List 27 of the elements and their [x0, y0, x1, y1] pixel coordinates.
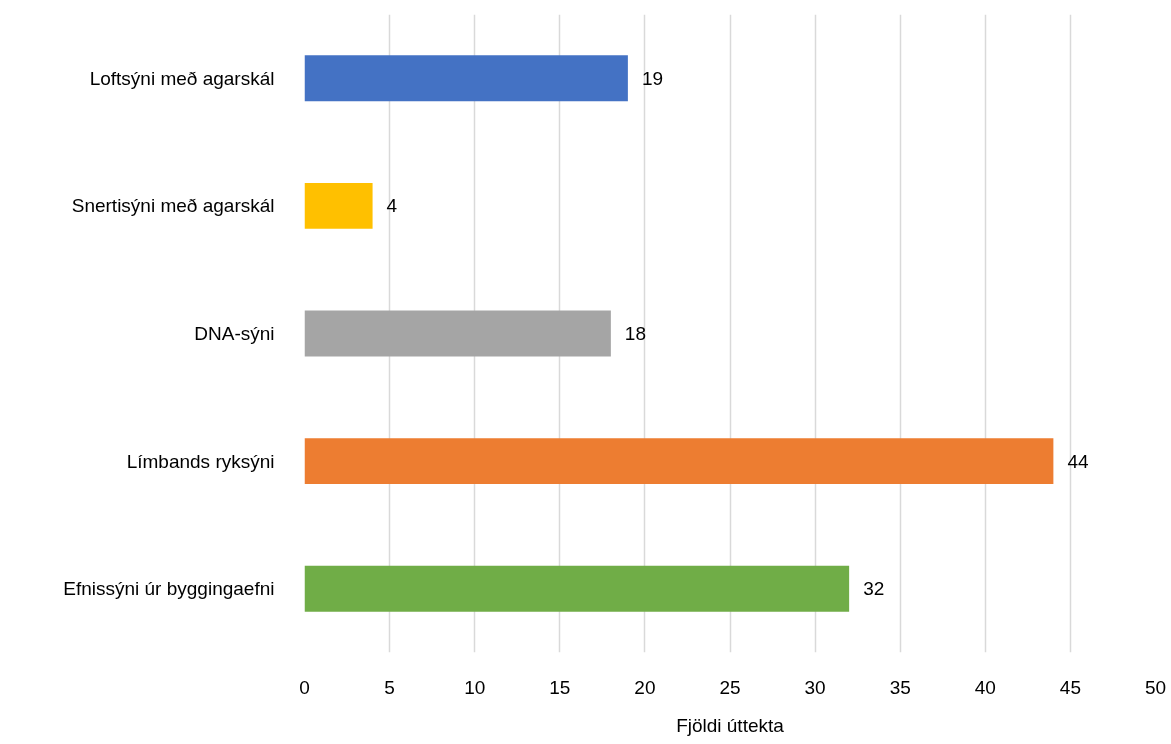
data-label: 18: [624, 323, 646, 344]
data-label: 32: [863, 578, 885, 600]
y-tick-label: Snertisýni með agarskál: [71, 195, 275, 217]
x-tick-label: 20: [634, 676, 656, 698]
x-tick-label: 30: [804, 676, 826, 698]
bar: [304, 310, 611, 357]
bar: [304, 182, 373, 229]
x-tick-label: 15: [549, 676, 571, 698]
x-tick-label: 5: [384, 676, 395, 698]
y-tick-label: Límbands ryksýni: [126, 450, 275, 472]
y-tick-label: DNA-sýni: [194, 323, 275, 344]
x-tick-label: 40: [974, 676, 996, 698]
x-tick-label: 10: [464, 676, 486, 698]
bar: [304, 55, 628, 102]
y-tick-label: Efnissýni úr byggingaefni: [63, 578, 275, 600]
y-tick-label: Loftsýni með agarskál: [89, 67, 275, 89]
x-tick-label: 50: [1144, 676, 1167, 698]
data-label: 4: [386, 195, 398, 217]
x-tick-label: 0: [299, 676, 310, 698]
data-label: 44: [1067, 450, 1089, 472]
x-axis-title: Fjöldi úttekta: [676, 714, 785, 736]
bar: [304, 438, 1054, 485]
bar: [304, 565, 850, 612]
data-label: 19: [641, 67, 664, 89]
x-tick-label: 25: [719, 676, 741, 698]
x-tick-label: 45: [1059, 676, 1081, 698]
x-tick-label: 35: [889, 676, 911, 698]
